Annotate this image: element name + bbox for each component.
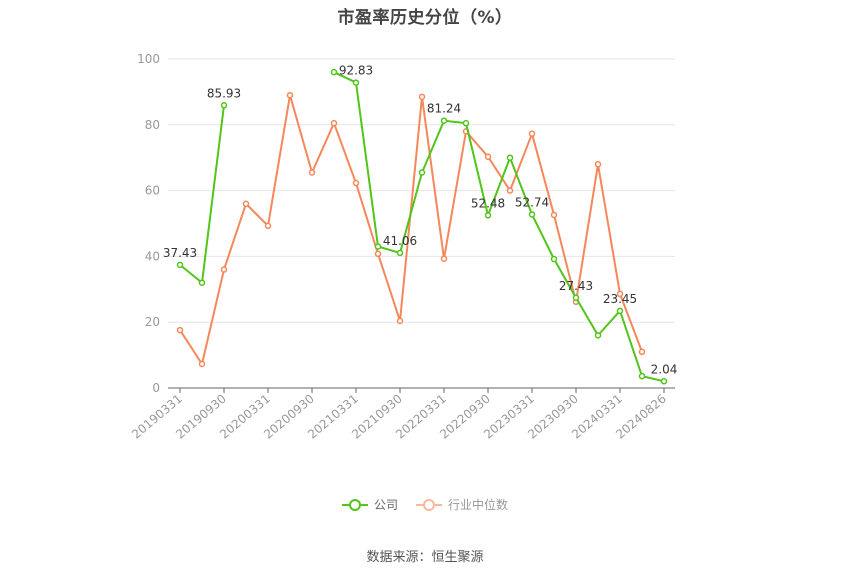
y-tick-label: 40: [145, 249, 160, 263]
company-point[interactable]: [220, 102, 228, 109]
y-tick-label: 20: [145, 315, 160, 329]
legend-item-company[interactable]: 公司: [341, 496, 398, 513]
industry-line: [179, 94, 643, 365]
company-data-label: 52.74: [515, 195, 549, 209]
company-point[interactable]: [572, 294, 580, 302]
company-point[interactable]: [660, 378, 668, 385]
company-data-label: 92.83: [339, 64, 373, 78]
company-data-label: 37.43: [163, 246, 197, 260]
industry-point[interactable]: [242, 200, 250, 208]
company-point[interactable]: [638, 372, 646, 380]
company-point[interactable]: [484, 212, 492, 219]
company-data-label: 81.24: [427, 102, 461, 116]
company-data-label: 27.43: [559, 279, 593, 293]
company-point[interactable]: [198, 279, 206, 286]
industry-point[interactable]: [638, 348, 646, 356]
industry-point[interactable]: [550, 211, 558, 219]
company-point[interactable]: [594, 332, 602, 339]
industry-point[interactable]: [220, 266, 228, 273]
y-tick-label: 80: [145, 118, 160, 132]
industry-point[interactable]: [198, 360, 206, 368]
industry-point[interactable]: [264, 222, 272, 230]
company-data-label: 2.04: [651, 362, 678, 376]
company-point[interactable]: [506, 154, 514, 161]
legend: 公司 行业中位数: [0, 496, 850, 513]
legend-company-marker-icon: [341, 498, 368, 511]
company-data-label: 85.93: [207, 86, 241, 100]
company-point[interactable]: [440, 117, 448, 124]
industry-point[interactable]: [418, 93, 426, 101]
industry-point[interactable]: [352, 179, 360, 187]
company-point[interactable]: [374, 243, 382, 250]
industry-point[interactable]: [616, 290, 624, 298]
industry-point[interactable]: [594, 161, 602, 168]
industry-point[interactable]: [286, 91, 294, 99]
industry-point[interactable]: [506, 187, 514, 194]
legend-item-industry[interactable]: 行业中位数: [416, 496, 508, 513]
company-point[interactable]: [352, 79, 360, 86]
company-data-label: 52.48: [471, 196, 505, 210]
industry-point[interactable]: [330, 119, 338, 127]
company-point[interactable]: [528, 211, 536, 218]
company-line: [179, 71, 665, 383]
legend-industry-marker-icon: [416, 498, 442, 511]
industry-point[interactable]: [528, 130, 536, 137]
industry-point[interactable]: [396, 317, 404, 325]
company-point[interactable]: [396, 249, 404, 257]
company-point[interactable]: [330, 68, 338, 76]
industry-point[interactable]: [374, 250, 382, 258]
data-source: 数据来源：恒生聚源: [366, 550, 484, 565]
y-tick-label: 0: [152, 381, 160, 395]
legend-company-label: 公司: [373, 498, 398, 512]
industry-point[interactable]: [176, 326, 184, 334]
company-point[interactable]: [462, 119, 470, 127]
y-tick-label: 60: [145, 184, 160, 198]
industry-point[interactable]: [308, 169, 316, 176]
legend-industry-label: 行业中位数: [448, 498, 509, 512]
industry-point[interactable]: [440, 255, 448, 262]
industry-point[interactable]: [484, 153, 492, 160]
y-tick-label: 100: [137, 52, 160, 66]
company-point[interactable]: [616, 307, 624, 315]
company-point[interactable]: [550, 255, 558, 263]
company-data-label: 23.45: [603, 292, 637, 306]
company-point[interactable]: [176, 261, 184, 269]
company-data-label: 41.06: [383, 234, 417, 248]
company-point[interactable]: [418, 169, 426, 176]
chart-title: 市盈率历史分位（%）: [337, 8, 513, 28]
